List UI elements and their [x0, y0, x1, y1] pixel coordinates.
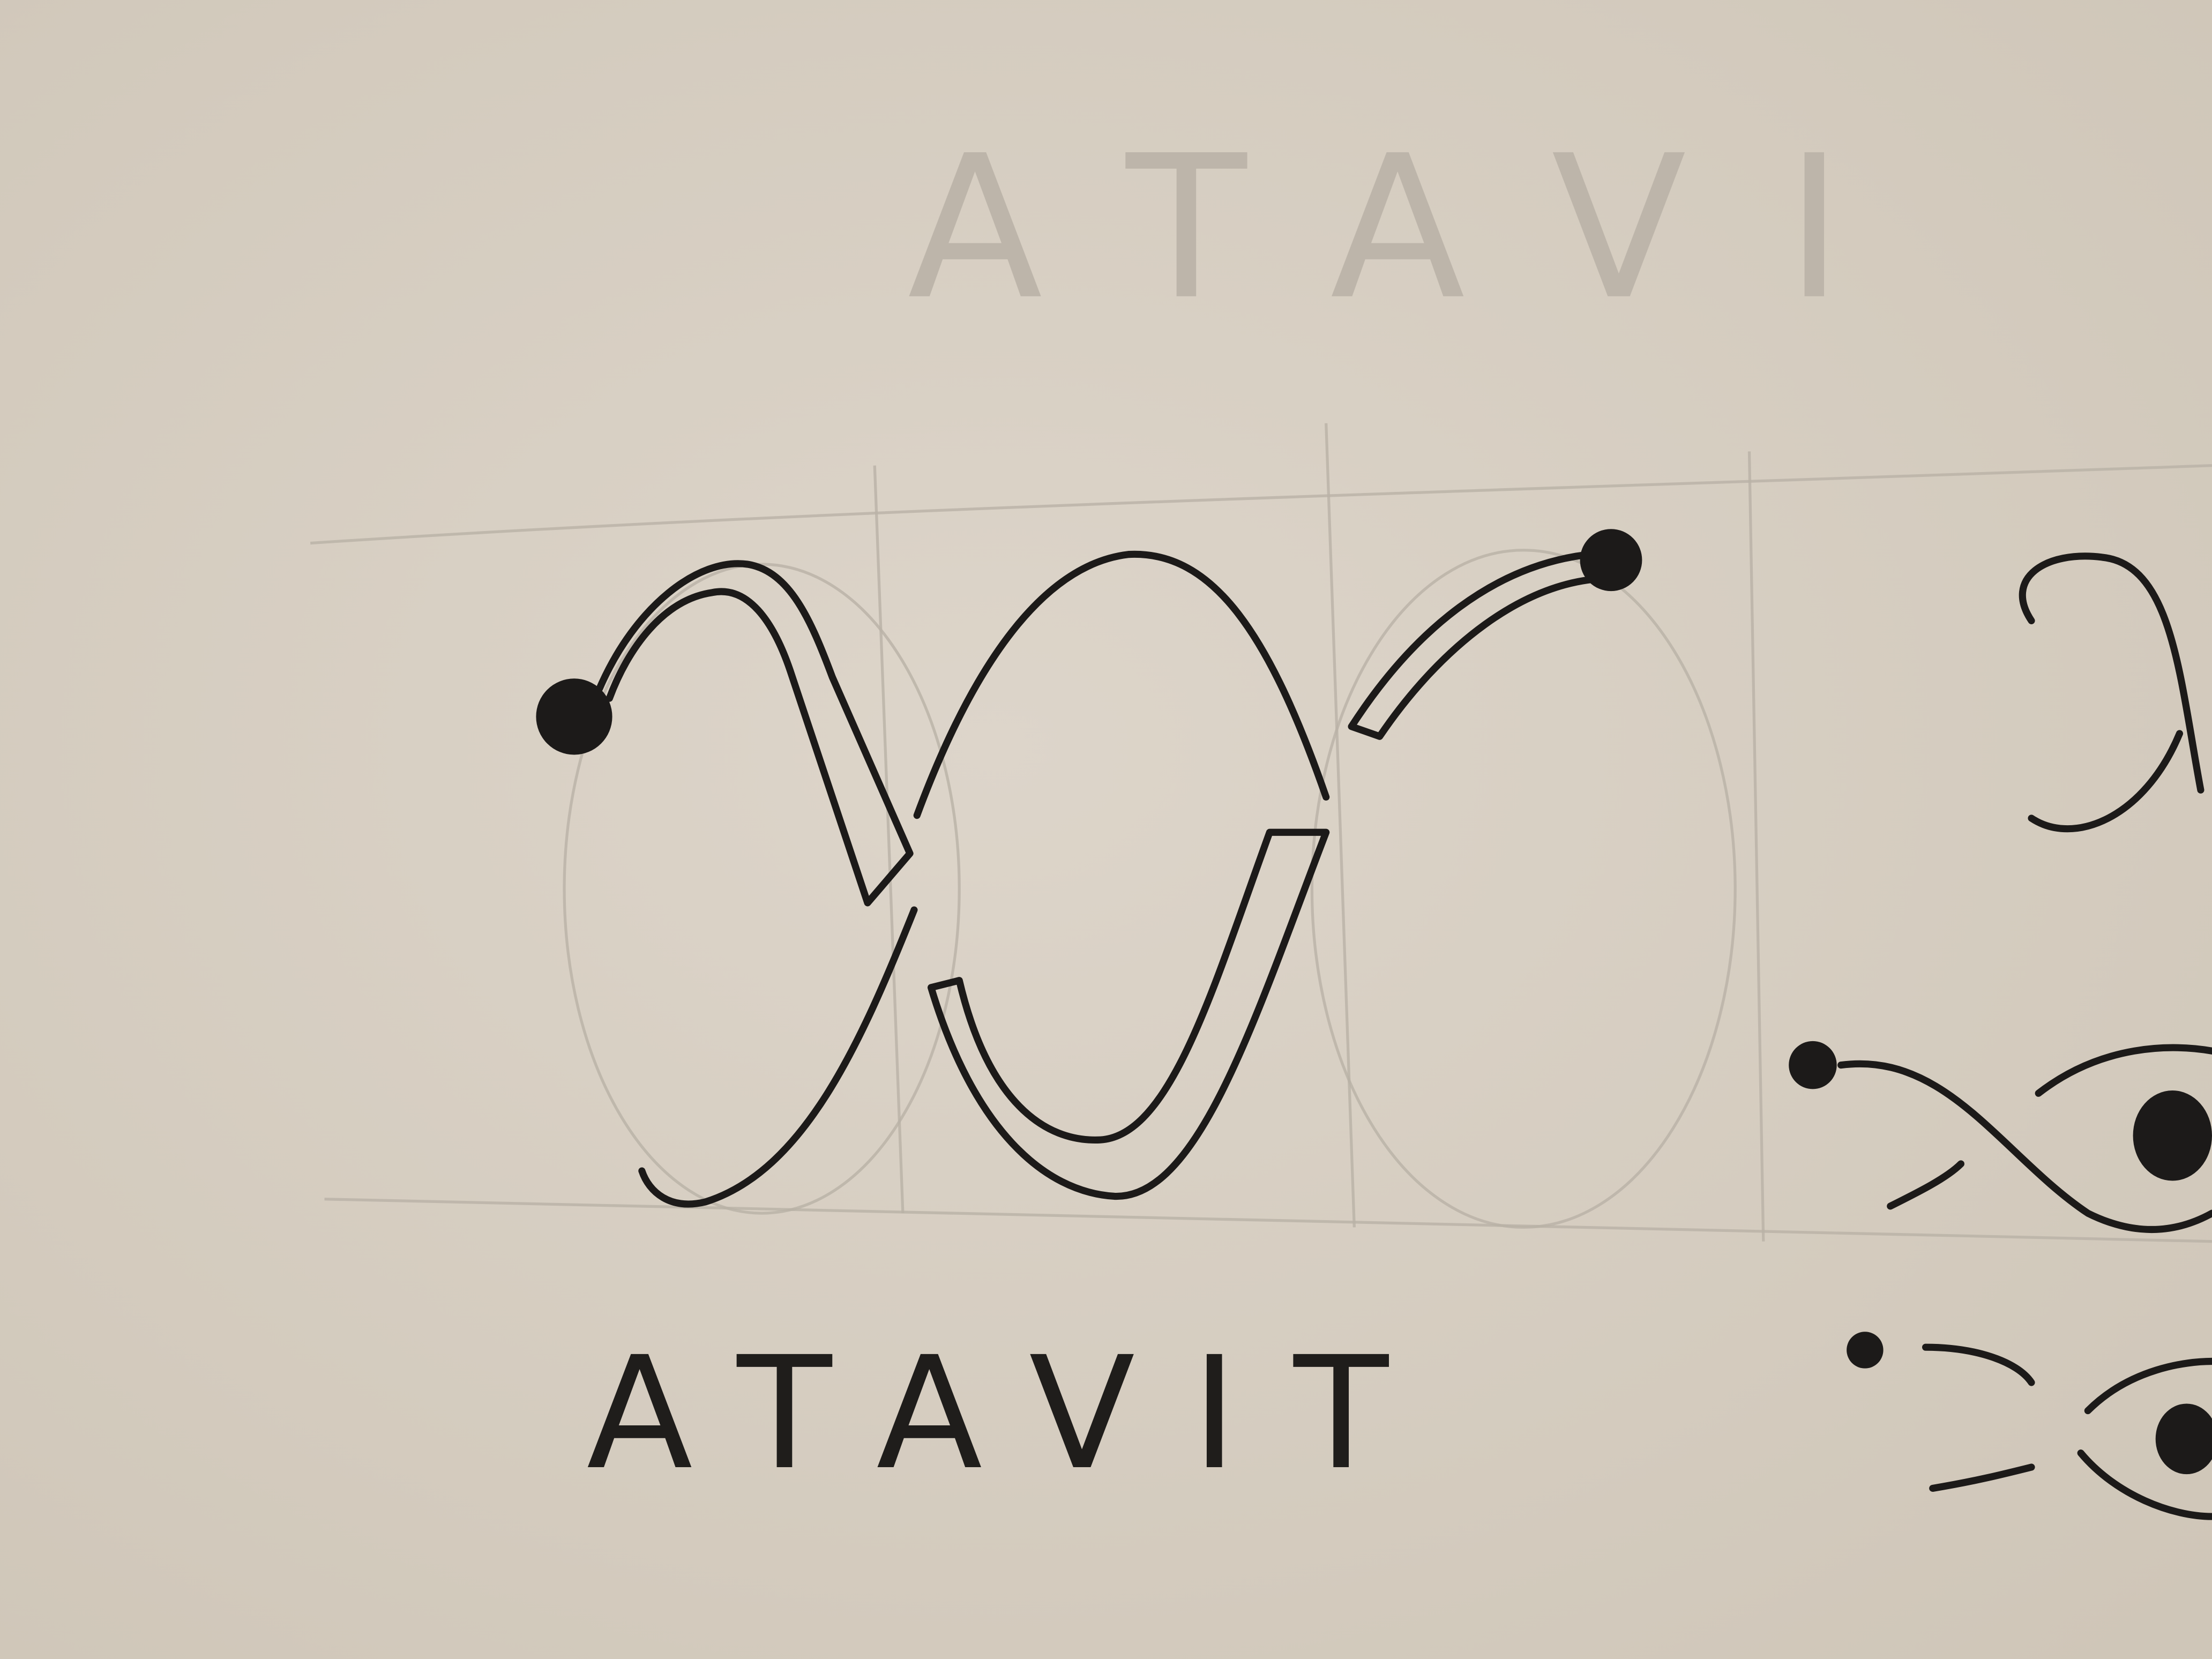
- stroke: [2133, 1090, 2212, 1181]
- stroke: [1789, 1041, 1837, 1089]
- caption: ATAVIT: [587, 1324, 1445, 1504]
- stroke: [1887, 1160, 1964, 1210]
- stroke: [1747, 451, 1765, 1242]
- dot: [1580, 529, 1642, 592]
- lower-left: [638, 906, 918, 1208]
- lower-u: [927, 828, 1330, 1200]
- stroke: [2077, 1357, 2212, 1520]
- stroke: [1922, 1343, 2035, 1492]
- stroke: [873, 465, 905, 1214]
- faint-caption: ATAVI: [908, 113, 1942, 343]
- stroke: [563, 563, 961, 1215]
- side-sketches: [1789, 552, 2212, 1520]
- stroke: [1310, 549, 1737, 1229]
- stroke: [2019, 552, 2204, 833]
- logo: [536, 529, 1642, 1208]
- dot: [536, 678, 612, 755]
- top-arc: [913, 550, 1330, 819]
- stroke: [2155, 1403, 2212, 1475]
- stroke: [310, 464, 2212, 545]
- stroke: [1325, 423, 1356, 1228]
- stroke: [1847, 1332, 1884, 1369]
- stroke: [2035, 1044, 2212, 1097]
- left-hook: [596, 560, 914, 907]
- stroke: [1837, 1060, 2212, 1234]
